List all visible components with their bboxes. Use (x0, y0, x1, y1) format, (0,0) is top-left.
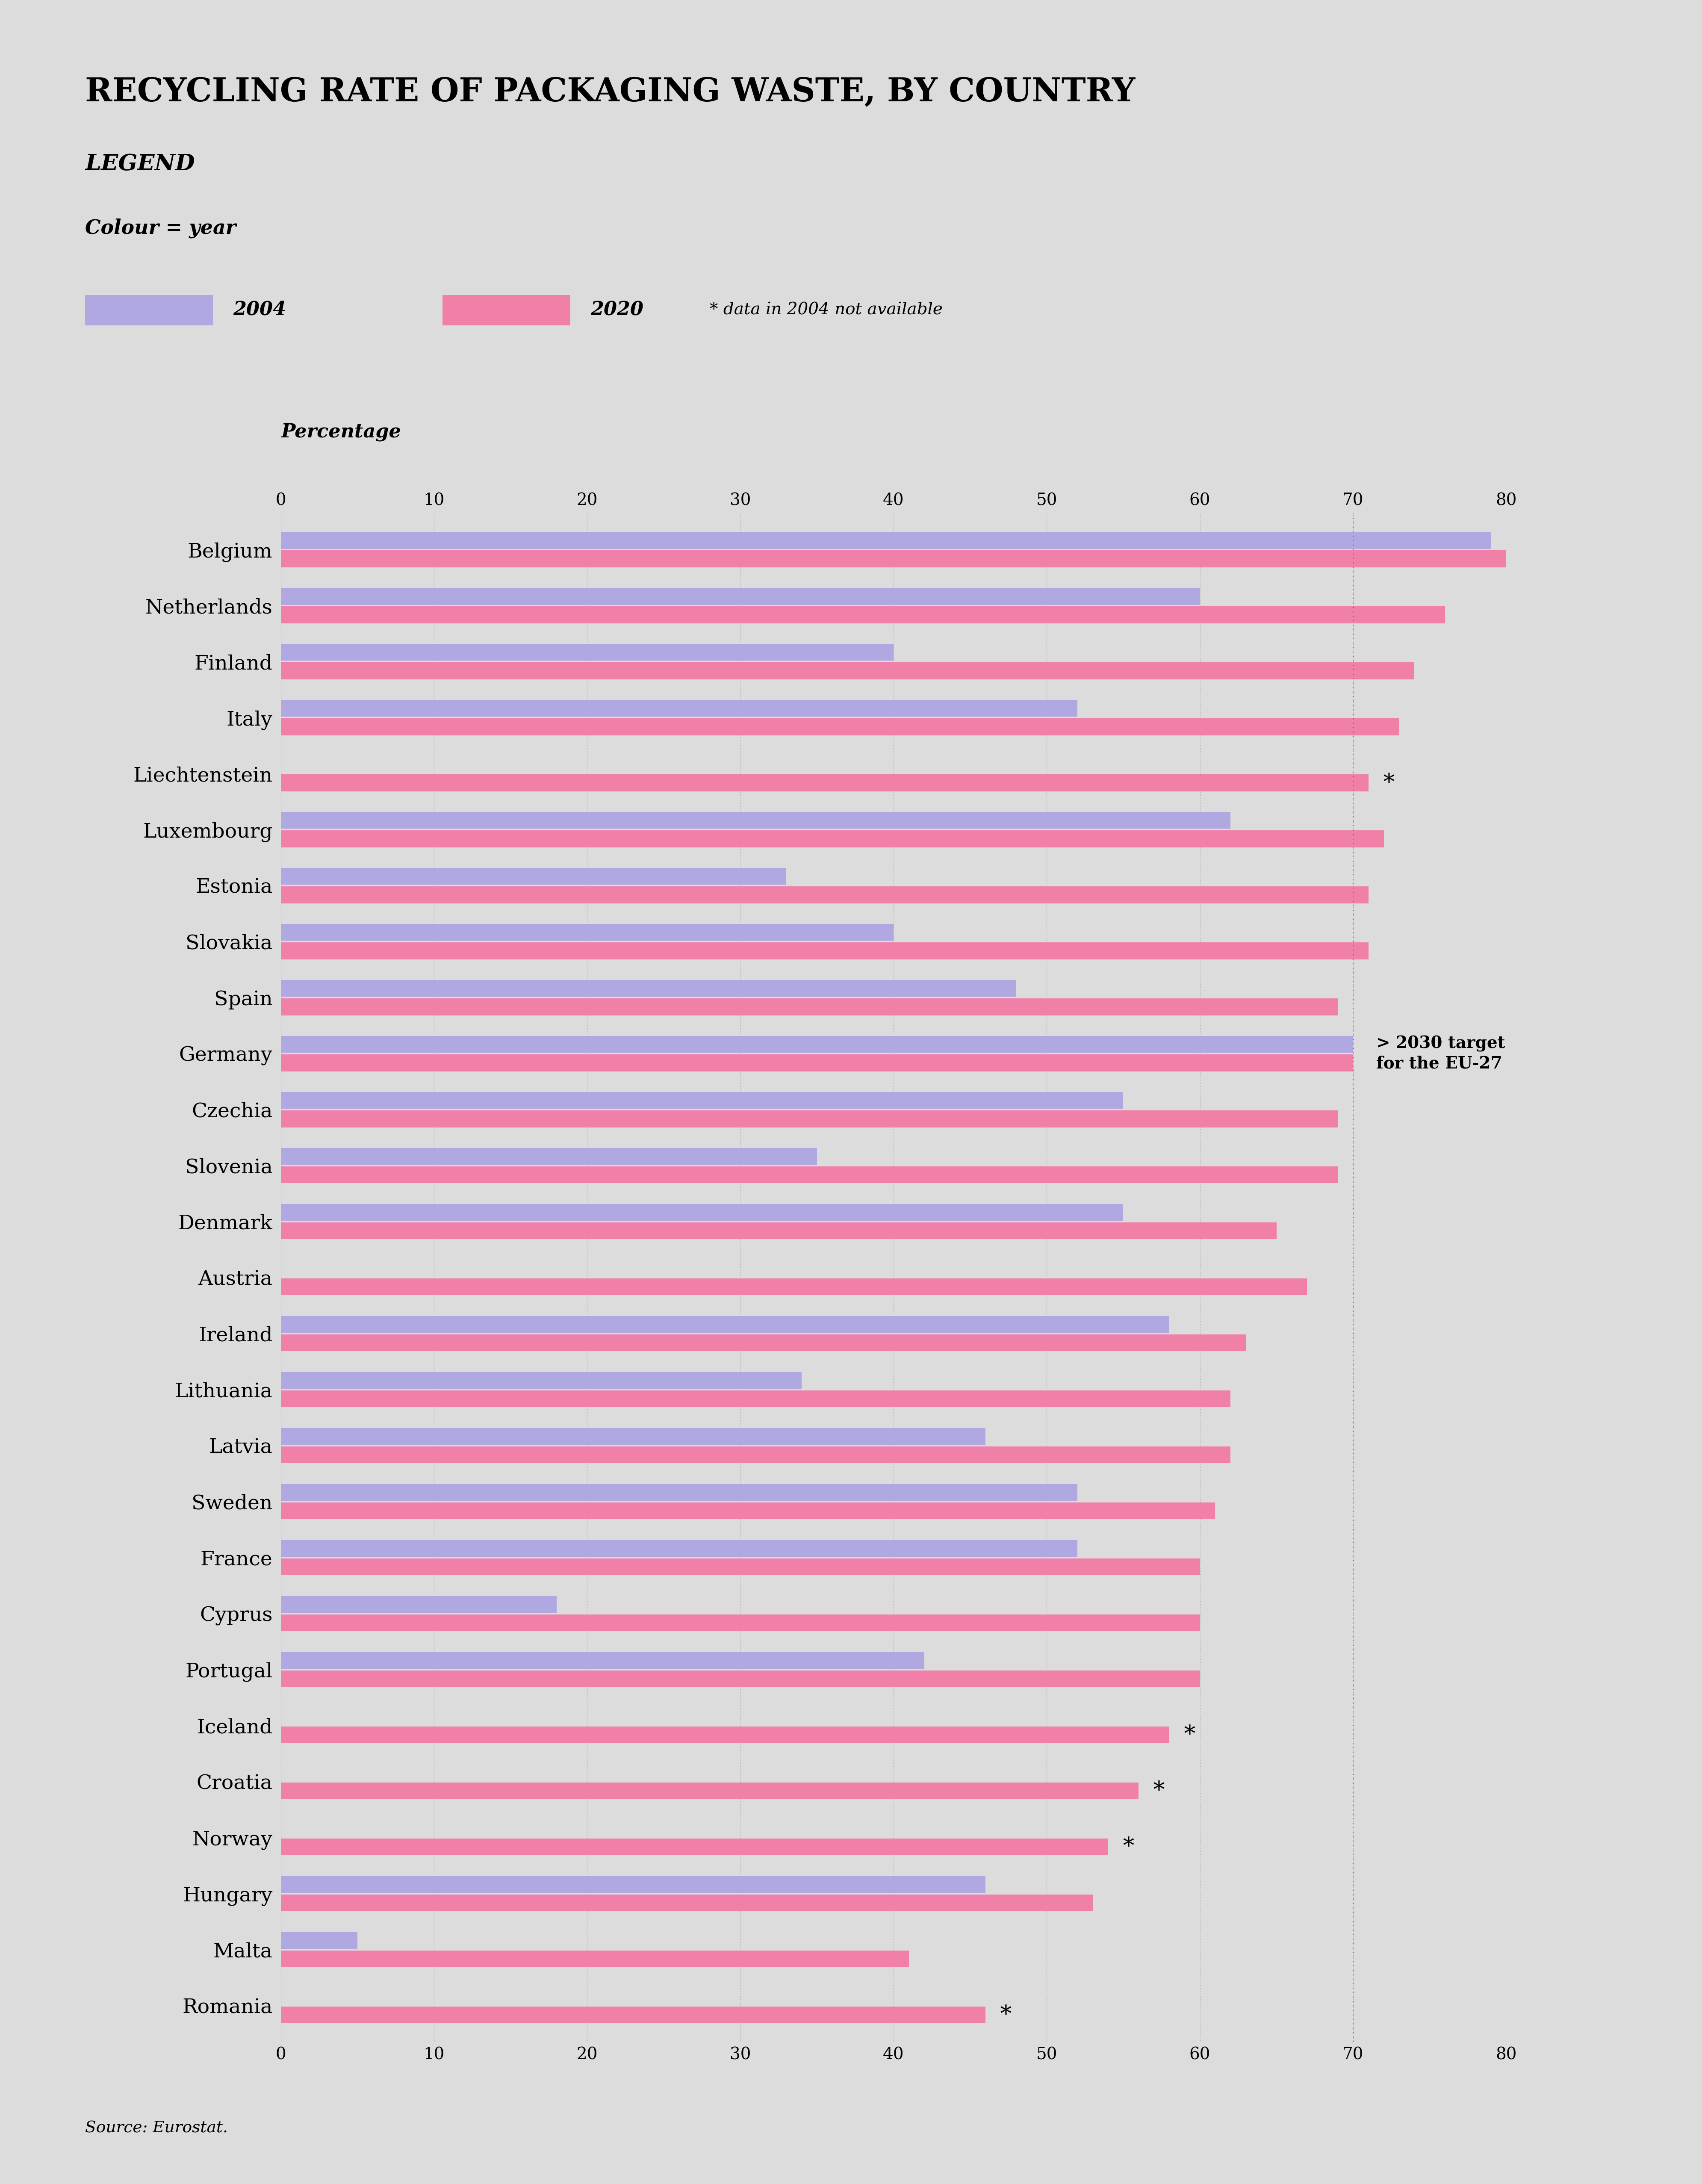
Bar (281, 1372, 802, 1389)
Bar (281, 1671, 1200, 1688)
Bar (281, 775, 1368, 791)
Bar (281, 981, 1016, 996)
Text: *: * (1145, 1780, 1164, 1802)
Bar (281, 1876, 985, 1894)
Bar (281, 1933, 357, 1948)
Bar (281, 812, 1231, 828)
Bar (281, 1223, 1276, 1238)
Bar (281, 587, 1200, 605)
Bar (281, 1651, 924, 1669)
Bar (281, 1503, 1215, 1520)
Bar (281, 1334, 1246, 1352)
Text: Colour = year: Colour = year (85, 218, 237, 238)
Bar (281, 1391, 1231, 1406)
Bar (281, 1483, 1077, 1500)
Bar (281, 830, 1384, 847)
Text: *: * (992, 2005, 1011, 2027)
Text: 2004: 2004 (233, 301, 286, 319)
Text: * data in 2004 not available: * data in 2004 not available (710, 301, 943, 319)
Text: Percentage: Percentage (281, 424, 402, 441)
Bar (281, 998, 1338, 1016)
Bar (281, 2007, 985, 2022)
Bar (281, 1203, 1123, 1221)
Text: LEGEND: LEGEND (85, 153, 194, 175)
Bar (281, 1109, 1338, 1127)
Text: RECYCLING RATE OF PACKAGING WASTE, BY COUNTRY: RECYCLING RATE OF PACKAGING WASTE, BY CO… (85, 76, 1135, 107)
Bar (281, 887, 1368, 904)
Bar (281, 1782, 1139, 1800)
Bar (281, 701, 1077, 716)
Bar (281, 1614, 1200, 1631)
Bar (281, 1894, 1093, 1911)
Text: *: * (1375, 771, 1394, 793)
Bar (281, 924, 894, 941)
Bar (281, 719, 1399, 736)
Bar (281, 1728, 1169, 1743)
Bar (281, 1278, 1307, 1295)
Text: > 2030 target
for the EU-27: > 2030 target for the EU-27 (1375, 1035, 1505, 1072)
Bar (281, 1317, 1169, 1332)
Bar (281, 1839, 1108, 1854)
Bar (281, 1035, 1353, 1053)
Bar (281, 943, 1368, 959)
Bar (281, 644, 894, 662)
Bar (281, 1166, 1338, 1184)
Bar (281, 662, 1414, 679)
Bar (281, 1428, 985, 1446)
Text: 2020: 2020 (591, 301, 643, 319)
Bar (281, 607, 1445, 622)
Bar (281, 1540, 1077, 1557)
Bar (281, 1950, 909, 1968)
Bar (281, 1055, 1353, 1072)
Text: Source: Eurostat.: Source: Eurostat. (85, 2121, 228, 2136)
Bar (281, 533, 1491, 548)
Text: *: * (1176, 1723, 1195, 1745)
Bar (281, 1446, 1231, 1463)
Bar (281, 1559, 1200, 1575)
Text: *: * (1115, 1837, 1134, 1859)
Bar (281, 1597, 557, 1612)
Bar (281, 1092, 1123, 1109)
Bar (281, 550, 1522, 568)
Bar (281, 867, 786, 885)
Bar (281, 1149, 817, 1164)
